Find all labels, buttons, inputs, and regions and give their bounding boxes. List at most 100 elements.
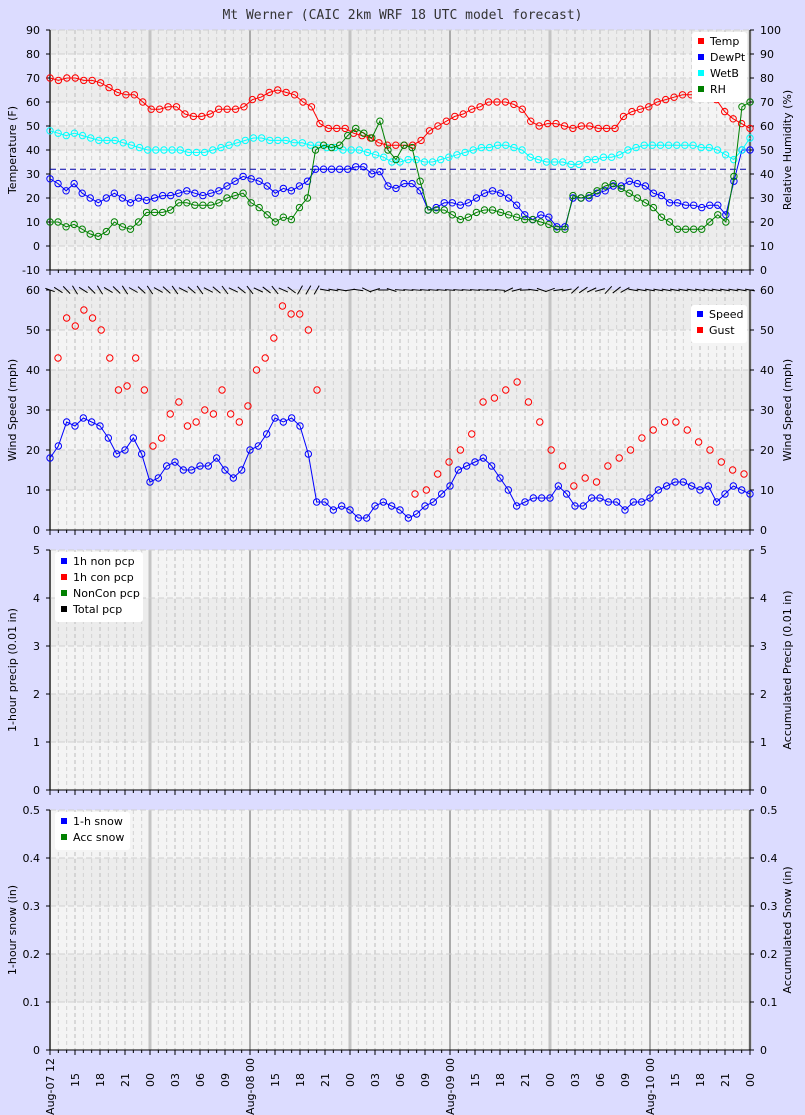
y-tick-label: 1 bbox=[33, 736, 40, 749]
point-temp bbox=[569, 124, 577, 133]
point-speed bbox=[246, 446, 254, 454]
point-wetb bbox=[518, 146, 526, 154]
x-tick-label: 03 bbox=[369, 1073, 382, 1087]
chart-title: Mt Werner (CAIC 2km WRF 18 UTC model for… bbox=[222, 8, 583, 23]
point-dewpt bbox=[657, 191, 666, 200]
point-gust bbox=[547, 446, 555, 454]
point-temp bbox=[661, 95, 670, 104]
point-dewpt bbox=[62, 187, 70, 195]
point-dewpt bbox=[207, 189, 215, 197]
wind-arrow bbox=[237, 286, 246, 294]
point-rh bbox=[166, 206, 175, 214]
point-speed bbox=[746, 490, 754, 498]
legend-label: Gust bbox=[709, 324, 735, 337]
point-speed bbox=[479, 454, 488, 462]
x-tick-label: 09 bbox=[619, 1073, 632, 1087]
point-rh bbox=[529, 215, 537, 224]
point-temp bbox=[88, 76, 96, 85]
point-dewpt bbox=[134, 194, 143, 202]
x-tick-label: 15 bbox=[69, 1073, 82, 1087]
wind-arrow bbox=[661, 288, 672, 292]
x-date-label: Aug-10 00 bbox=[644, 1058, 657, 1115]
point-wetb bbox=[274, 136, 282, 145]
point-temp bbox=[155, 105, 164, 113]
point-gust bbox=[226, 410, 235, 418]
point-dewpt bbox=[118, 194, 127, 202]
point-temp bbox=[501, 98, 510, 106]
point-gust bbox=[694, 438, 703, 446]
point-temp bbox=[586, 122, 594, 130]
y2-tick-label: 60 bbox=[760, 120, 774, 133]
wind-arrow bbox=[571, 286, 579, 294]
point-gust bbox=[626, 446, 635, 454]
point-gust bbox=[615, 454, 623, 462]
point-speed bbox=[579, 502, 588, 510]
point-dewpt bbox=[191, 189, 199, 197]
point-rh bbox=[352, 124, 360, 133]
point-rh bbox=[730, 172, 738, 181]
point-dewpt bbox=[110, 189, 119, 197]
point-rh bbox=[617, 184, 625, 193]
point-wetb bbox=[632, 143, 640, 152]
wind-arrow bbox=[162, 286, 171, 294]
point-wetb bbox=[559, 158, 567, 166]
point-temp bbox=[113, 88, 122, 97]
point-rh bbox=[609, 179, 617, 188]
point-speed bbox=[129, 434, 138, 442]
point-speed bbox=[587, 494, 596, 502]
point-speed bbox=[162, 462, 171, 470]
x-tick-label: 15 bbox=[669, 1073, 682, 1087]
point-gust bbox=[201, 406, 209, 414]
point-temp bbox=[560, 122, 569, 130]
point-speed bbox=[696, 486, 704, 494]
wind-arrow bbox=[586, 287, 597, 293]
point-temp bbox=[678, 91, 687, 99]
wind-arrow bbox=[178, 287, 188, 293]
point-speed bbox=[379, 498, 388, 506]
point-dewpt bbox=[625, 177, 634, 185]
point-wetb bbox=[493, 141, 502, 149]
wind-arrow bbox=[669, 288, 681, 292]
point-rh bbox=[191, 201, 199, 209]
point-temp bbox=[535, 122, 543, 130]
point-dewpt bbox=[46, 175, 54, 183]
point-rh bbox=[78, 225, 86, 233]
point-rh bbox=[432, 206, 440, 214]
point-dewpt bbox=[223, 182, 231, 190]
y2-tick-label: 5 bbox=[760, 544, 767, 557]
wind-arrow bbox=[112, 286, 121, 294]
y-tick-label: 0 bbox=[33, 1044, 40, 1057]
point-rh bbox=[118, 223, 127, 231]
point-rh bbox=[142, 208, 151, 217]
wind-arrow bbox=[561, 288, 572, 292]
point-speed bbox=[254, 442, 263, 450]
y-tick-label: 5 bbox=[33, 544, 40, 557]
point-speed bbox=[712, 498, 721, 506]
y2-tick-label: 0.4 bbox=[760, 852, 778, 865]
y-tick-label: 10 bbox=[26, 484, 40, 497]
y2-tick-label: 20 bbox=[760, 216, 774, 229]
point-temp bbox=[181, 110, 189, 118]
point-gust bbox=[192, 418, 200, 426]
point-rh bbox=[561, 225, 569, 233]
point-gust bbox=[287, 310, 295, 318]
point-gust bbox=[728, 466, 737, 474]
point-gust bbox=[62, 314, 71, 322]
point-speed bbox=[354, 514, 363, 522]
point-wetb bbox=[168, 146, 176, 154]
legend-swatch bbox=[61, 558, 67, 564]
point-temp bbox=[96, 79, 105, 87]
point-rh bbox=[263, 211, 271, 219]
point-speed bbox=[54, 442, 63, 450]
point-wetb bbox=[62, 131, 70, 140]
point-wetb bbox=[298, 139, 307, 147]
point-temp bbox=[636, 105, 645, 113]
point-dewpt bbox=[344, 165, 352, 173]
point-dewpt bbox=[263, 182, 271, 190]
point-gust bbox=[683, 426, 691, 434]
wind-arrow bbox=[686, 288, 697, 292]
panel-band bbox=[50, 290, 750, 330]
point-wetb bbox=[119, 139, 127, 147]
legend-swatch bbox=[697, 311, 703, 317]
point-wetb bbox=[355, 146, 364, 154]
